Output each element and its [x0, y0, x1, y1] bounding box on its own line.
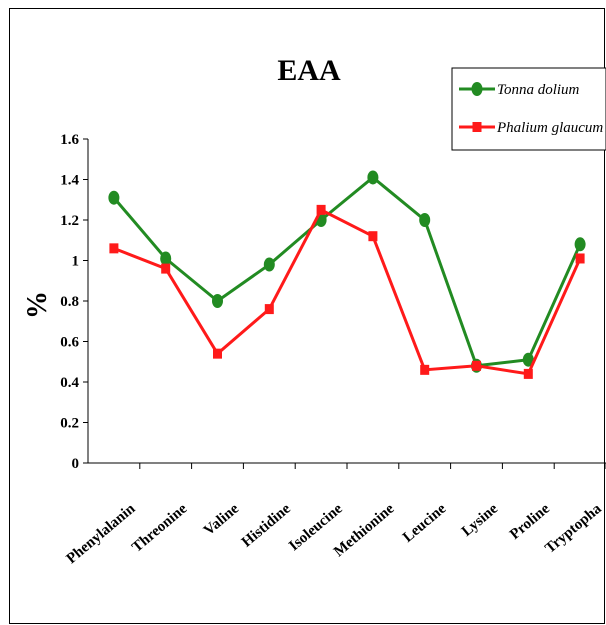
legend: Tonna dolium Phalium glaucum [451, 67, 606, 151]
y-tick-label: 0.2 [60, 416, 79, 432]
data-point [368, 231, 378, 242]
legend-marker [471, 82, 483, 96]
y-tick-label: 0.4 [60, 375, 79, 391]
data-point [574, 237, 586, 252]
data-point [472, 360, 481, 371]
y-tick-label: 1.6 [60, 132, 79, 148]
x-tick-label: Lysine [459, 501, 501, 540]
x-tick-label: Tryptopha [542, 500, 605, 556]
y-tick-label: 1.2 [60, 213, 79, 229]
data-point [212, 294, 223, 308]
data-point [160, 251, 172, 266]
y-tick-label: 0.8 [60, 294, 79, 310]
series-line [113, 207, 582, 376]
series-line [112, 175, 582, 368]
chart-title: EAA [277, 54, 341, 87]
data-point [420, 364, 430, 375]
data-point [213, 348, 222, 359]
legend-label: Tonna dolium [497, 82, 580, 98]
legend-marker [472, 122, 482, 132]
legend-entry-phalium-glaucum: Phalium glaucum [459, 120, 603, 136]
legend-label: Phalium glaucum [496, 120, 603, 136]
y-tick-label: 0 [72, 456, 80, 472]
y-tick-label: 0.6 [60, 335, 79, 351]
data-point [316, 204, 326, 215]
x-tick-label: Threonine [129, 501, 190, 556]
series-tonna-dolium [108, 170, 586, 373]
data-point [263, 257, 275, 272]
y-tick-label: 1 [72, 254, 80, 270]
y-tick-label: 1.4 [60, 173, 79, 189]
data-point [108, 190, 120, 205]
data-point [419, 213, 431, 227]
x-tick-label: Phenylalanin [64, 500, 139, 567]
data-point [522, 352, 534, 367]
data-point [109, 243, 119, 254]
data-point [575, 253, 585, 264]
data-point [161, 263, 171, 274]
x-tick-label: Leucine [400, 501, 449, 546]
legend-entry-tonna-dolium: Tonna dolium [459, 82, 580, 98]
legend-box [451, 67, 606, 151]
data-point [523, 368, 533, 379]
x-tick-label: Valine [201, 501, 242, 539]
series-layer [108, 170, 586, 379]
data-point [264, 304, 274, 315]
data-point [367, 170, 379, 185]
y-axis-label: % [22, 291, 53, 319]
series-phalium-glaucum [109, 204, 585, 379]
axes: 0 0.2 0.4 0.6 0.8 1 1.2 1.4 1.6 PhenylalaninThreo… [60, 132, 606, 567]
x-tick-label: Proline [507, 501, 553, 543]
